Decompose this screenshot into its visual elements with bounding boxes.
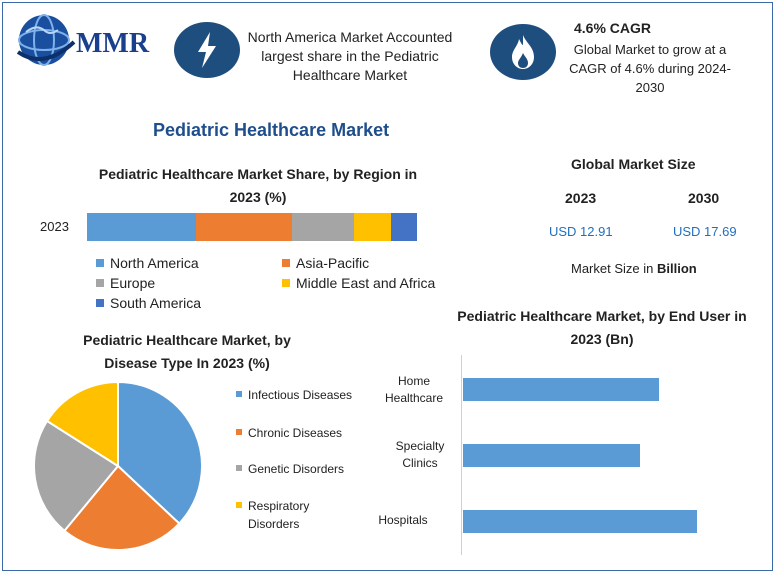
disease-chart-title: Pediatric Healthcare Market, by Disease … <box>83 332 291 371</box>
enduser-bar-home-healthcare <box>463 378 659 401</box>
legend-label: North America <box>110 255 199 271</box>
region-bar-segment-north-america <box>87 213 196 241</box>
global-market-title: Global Market Size <box>571 156 696 172</box>
region-chart-title: Pediatric Healthcare Market Share, by Re… <box>98 166 418 205</box>
north-america-highlight: North America Market Accounted largest s… <box>247 29 453 83</box>
enduser-axis-line <box>461 355 462 555</box>
pie-slice-chronic-diseases <box>63 464 181 551</box>
legend-swatch <box>236 502 242 508</box>
legend-swatch <box>236 429 242 435</box>
region-stacked-bar <box>87 213 417 241</box>
legend-swatch <box>282 259 290 267</box>
pie-slice-infectious-diseases <box>117 380 203 525</box>
region-legend-item: Europe <box>96 275 155 291</box>
region-bar-segment-south-america <box>390 213 417 241</box>
globe-icon <box>16 14 76 66</box>
mmr-logo: MMR <box>14 12 156 70</box>
year-2030-label: 2030 <box>688 190 720 206</box>
legend-swatch <box>96 279 104 287</box>
legend-swatch <box>96 299 104 307</box>
enduser-category-label: Home Healthcare <box>384 374 444 405</box>
lightning-icon-circle <box>174 22 240 78</box>
main-title: Pediatric Healthcare Market <box>153 120 390 140</box>
market-value-2030: USD 17.69 <box>673 224 737 239</box>
legend-label: Middle East and Africa <box>296 275 436 291</box>
market-value-2023: USD 12.91 <box>549 224 613 239</box>
enduser-bar-hospitals <box>463 510 697 533</box>
region-legend-item: Asia-Pacific <box>282 255 369 271</box>
enduser-bar-specialty-clinics <box>463 444 641 467</box>
pie-slice-respiratory-disorders <box>45 380 119 468</box>
pie-slice-genetic-disorders <box>33 419 120 533</box>
lightning-icon <box>198 32 216 68</box>
legend-label: Asia-Pacific <box>296 255 370 271</box>
legend-swatch <box>236 391 242 397</box>
region-legend-item: South America <box>96 295 201 311</box>
disease-legend-item: Infectious Diseases <box>236 386 370 404</box>
legend-swatch <box>236 465 242 471</box>
disease-legend-item: Respiratory Disorders <box>236 497 370 533</box>
legend-label: Infectious Diseases <box>248 388 353 402</box>
region-legend-item: Middle East and Africa <box>282 275 435 291</box>
market-size-note: Market Size in Billion <box>571 261 697 276</box>
region-category-label: 2023 <box>40 219 69 234</box>
legend-swatch <box>282 279 290 287</box>
legend-label: Respiratory Disorders <box>248 499 310 531</box>
region-bar-segment-middle-east-and-africa <box>354 213 391 241</box>
disease-legend-item: Genetic Disorders <box>236 460 370 478</box>
disease-legend-item: Chronic Diseases <box>236 424 370 442</box>
region-legend-item: North America <box>96 255 199 271</box>
logo-text: MMR <box>76 28 150 59</box>
enduser-category-label: Hospitals <box>378 513 428 527</box>
legend-swatch <box>96 259 104 267</box>
cagr-title: 4.6% CAGR <box>574 20 652 36</box>
legend-label: Chronic Diseases <box>248 426 343 440</box>
cagr-text: Global Market to grow at a CAGR of 4.6% … <box>569 42 731 95</box>
region-bar-segment-europe <box>291 213 355 241</box>
market-size-note-prefix: Market Size in <box>571 261 657 276</box>
legend-label: Europe <box>110 275 156 291</box>
region-bar-segment-asia-pacific <box>195 213 292 241</box>
market-size-note-unit: Billion <box>656 261 697 276</box>
year-2023-label: 2023 <box>565 190 597 206</box>
flame-icon <box>512 35 534 69</box>
legend-label: South America <box>110 295 202 311</box>
disease-pie-chart <box>33 380 203 551</box>
enduser-chart-title: Pediatric Healthcare Market, by End User… <box>457 308 747 347</box>
enduser-category-label: Specialty Clinics <box>395 439 445 470</box>
flame-icon-circle <box>490 24 556 80</box>
legend-label: Genetic Disorders <box>248 462 345 476</box>
